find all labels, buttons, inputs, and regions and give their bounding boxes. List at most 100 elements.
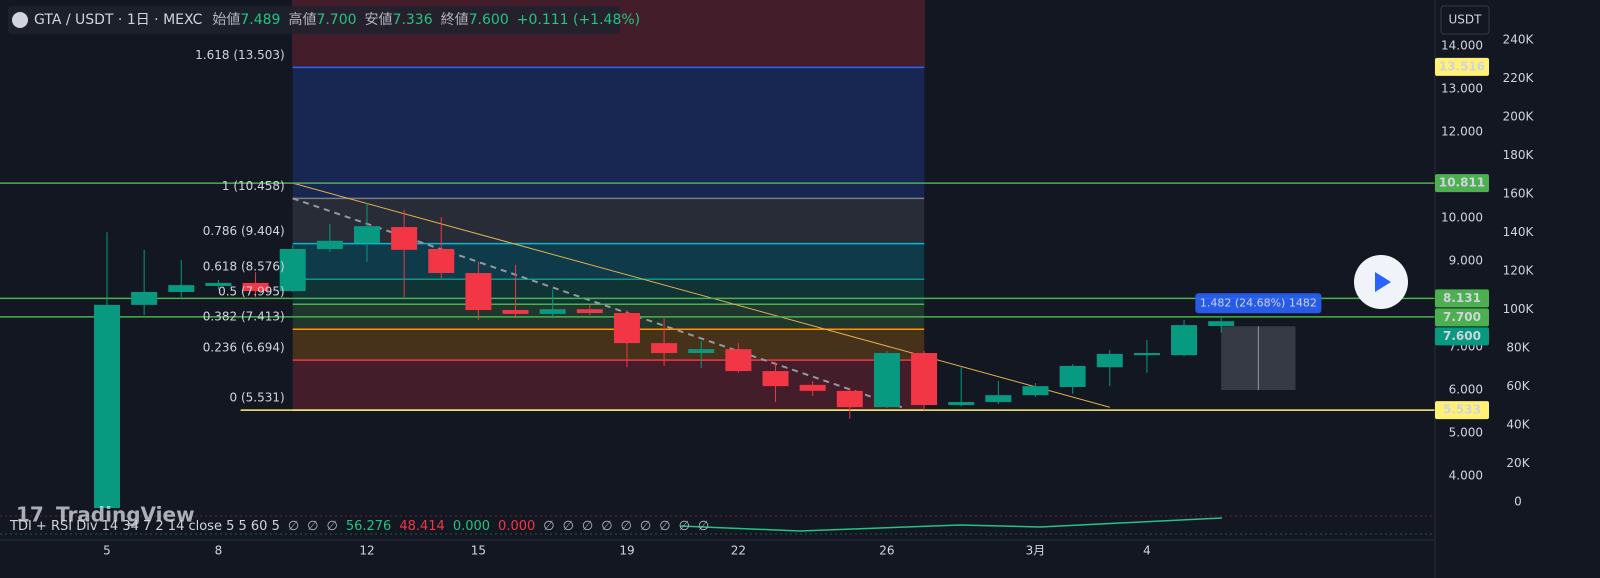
candle-body	[428, 248, 455, 274]
candle-body	[1059, 365, 1086, 387]
candle-body	[799, 384, 826, 391]
candle-body	[1171, 325, 1198, 356]
x-tick-label: 12	[359, 544, 374, 558]
indicator-value: ∅	[327, 519, 338, 534]
indicator-value: 48.414	[399, 519, 445, 534]
indicator-value: ∅	[659, 519, 670, 534]
candle-body	[391, 227, 418, 250]
y-tick-label: 6.000	[1449, 383, 1483, 397]
trend-line	[292, 182, 1110, 408]
y-tick-label: 14.000	[1441, 39, 1483, 53]
indicator-legend: TDI + RSI Div 14 34 7 2 14 close 5 5 60 …	[9, 519, 709, 534]
indicator-value: ∅	[582, 519, 593, 534]
indicator-value: 56.276	[346, 519, 392, 534]
field-value: 7.600	[469, 12, 509, 28]
price-box	[1435, 174, 1489, 193]
y-tick-label: 12.000	[1441, 125, 1483, 139]
indicator-value: ∅	[563, 519, 574, 534]
indicator-value: ∅	[679, 519, 690, 534]
y2-tick-label: 240K	[1503, 33, 1535, 47]
candle-body	[948, 402, 975, 406]
y2-tick-label: 160K	[1503, 187, 1535, 201]
symbol[interactable]: GTA / USDT · 1日 · MEXC	[34, 12, 203, 28]
fib-label: 1 (10.458)	[222, 179, 285, 193]
candle-body	[873, 353, 900, 408]
y2-tick-label: 0	[1514, 495, 1522, 509]
candle-body	[613, 313, 640, 344]
fib-band	[292, 198, 925, 244]
indicator-value: ∅	[307, 519, 318, 534]
field-value: 7.700	[316, 12, 356, 28]
y-tick-label: 9.000	[1449, 254, 1483, 268]
candle-body	[576, 309, 603, 314]
candle-body	[279, 248, 306, 292]
y2-tick-label: 220K	[1503, 71, 1535, 85]
field-label: 始値	[212, 12, 240, 28]
fib-label: 1.618 (13.503)	[195, 48, 285, 62]
candle-body	[168, 285, 195, 292]
fib-band	[292, 67, 925, 199]
candle-body	[688, 349, 715, 354]
field-label: 終値	[441, 12, 469, 28]
indicator-name[interactable]: TDI + RSI Div 14 34 7 2 14 close 5 5 60 …	[9, 519, 280, 534]
x-tick-label: 26	[879, 544, 894, 558]
indicator-line	[679, 517, 1223, 532]
candle-body	[762, 371, 789, 387]
candle-body	[985, 395, 1012, 403]
price-box-label: 7.700	[1443, 310, 1481, 324]
fib-label: 0.5 (7.995)	[218, 285, 285, 299]
candle-body	[1208, 321, 1235, 326]
candle-body	[242, 282, 269, 292]
price-box-label: 8.131	[1443, 291, 1481, 305]
currency-button[interactable]	[1440, 5, 1490, 35]
price-box-label: 5.533	[1443, 403, 1481, 417]
candle-body	[651, 343, 678, 354]
y2-tick-label: 180K	[1503, 148, 1535, 162]
indicator-value: ∅	[288, 519, 299, 534]
indicator-value: ∅	[640, 519, 651, 534]
candle-body	[1096, 353, 1123, 368]
y2-tick-label: 200K	[1503, 110, 1535, 124]
y-tick-label: 10.000	[1441, 211, 1483, 225]
currency-label[interactable]: USDT	[1449, 13, 1483, 27]
fib-label: 0 (5.531)	[230, 391, 285, 405]
price-box	[1435, 308, 1489, 327]
y2-tick-label: 80K	[1506, 341, 1530, 355]
field-value: 7.489	[240, 12, 280, 28]
y-tick-label: 5.000	[1449, 426, 1483, 440]
y2-tick-label: 40K	[1506, 418, 1530, 432]
y2-tick-label: 60K	[1506, 379, 1530, 393]
x-tick-label: 15	[471, 544, 486, 558]
x-tick-label: 22	[731, 544, 746, 558]
field-label: 高値	[288, 11, 316, 28]
indicator-value: ∅	[698, 519, 709, 534]
trend-line	[292, 197, 903, 409]
price-box	[1435, 401, 1489, 420]
candle-body	[1133, 353, 1160, 356]
header-bg	[8, 6, 620, 34]
price-box	[1435, 57, 1489, 76]
price-box-label: 13.516	[1439, 59, 1485, 73]
y2-tick-label: 140K	[1503, 225, 1535, 239]
price-box	[1435, 289, 1489, 308]
candle-body	[131, 291, 158, 305]
price-box-label: 7.600	[1443, 329, 1481, 343]
fib-label: 0.618 (8.576)	[203, 260, 285, 274]
y-tick-label: 4.000	[1449, 469, 1483, 483]
fib-band	[292, 279, 925, 305]
candle-body	[539, 309, 566, 314]
measure-label-bg	[1195, 293, 1322, 314]
indicator-value: ∅	[601, 519, 612, 534]
indicator-value: 0.000	[453, 519, 490, 534]
x-tick-label: 5	[103, 544, 111, 558]
indicator-value: ∅	[543, 519, 554, 534]
candle-body	[836, 390, 863, 408]
candle-body	[1022, 386, 1049, 396]
indicator-value: 0.000	[498, 519, 535, 534]
y-tick-label: 13.000	[1441, 82, 1483, 96]
candle-body	[316, 240, 343, 249]
y2-tick-label: 120K	[1503, 264, 1535, 278]
price-box	[1435, 327, 1489, 346]
fib-label: 0.236 (6.694)	[203, 341, 285, 355]
header: GTA / USDT · 1日 · MEXC 始値7.489 高値7.700 安値7.…	[34, 11, 640, 28]
